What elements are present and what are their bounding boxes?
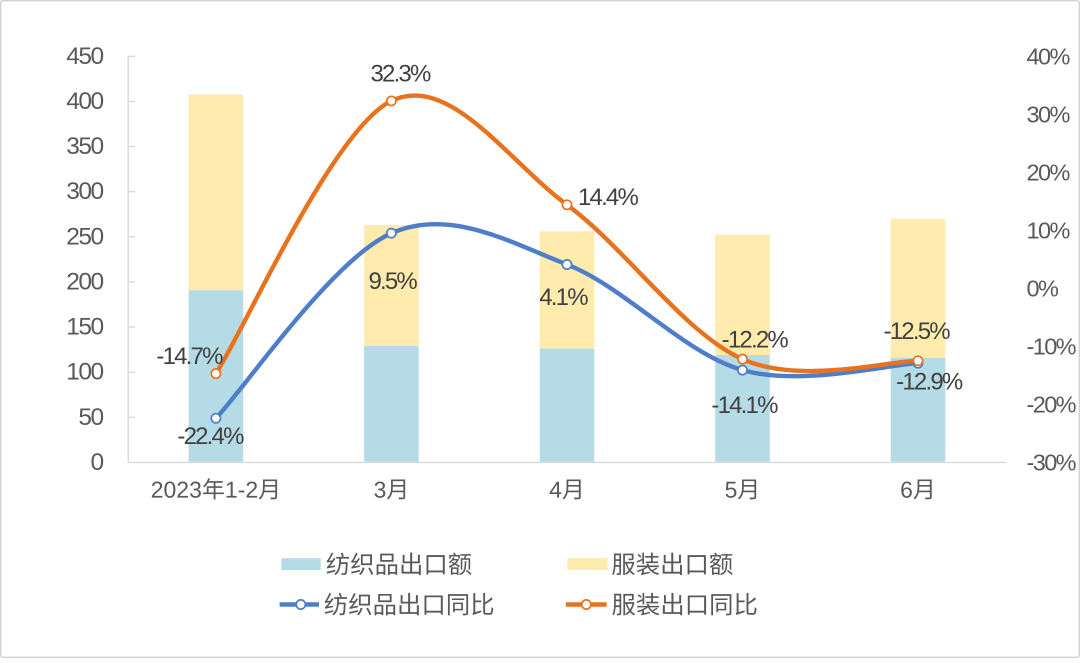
- svg-text:-12.9%: -12.9%: [896, 369, 963, 396]
- svg-text:32.3%: 32.3%: [370, 60, 431, 87]
- svg-text:-12.5%: -12.5%: [884, 318, 951, 345]
- svg-text:10%: 10%: [1027, 217, 1071, 243]
- svg-text:300: 300: [66, 178, 103, 205]
- svg-text:100: 100: [66, 359, 103, 386]
- svg-text:150: 150: [66, 314, 103, 341]
- svg-text:20%: 20%: [1027, 159, 1071, 185]
- svg-text:350: 350: [66, 133, 103, 160]
- svg-text:-20%: -20%: [1027, 391, 1077, 417]
- svg-text:4.1%: 4.1%: [539, 284, 588, 311]
- svg-text:14.4%: 14.4%: [578, 184, 639, 211]
- svg-text:-12.2%: -12.2%: [722, 327, 789, 354]
- svg-text:-14.7%: -14.7%: [156, 343, 223, 370]
- svg-text:40%: 40%: [1027, 43, 1071, 69]
- svg-text:-10%: -10%: [1027, 333, 1077, 359]
- svg-text:-30%: -30%: [1027, 449, 1077, 475]
- svg-text:50: 50: [78, 404, 103, 431]
- svg-text:-22.4%: -22.4%: [177, 423, 244, 450]
- svg-text:9.5%: 9.5%: [368, 268, 417, 295]
- svg-text:400: 400: [66, 88, 103, 115]
- svg-text:250: 250: [66, 223, 103, 250]
- svg-text:30%: 30%: [1027, 101, 1071, 127]
- svg-text:-14.1%: -14.1%: [711, 392, 778, 419]
- svg-text:0%: 0%: [1027, 275, 1059, 301]
- svg-text:200: 200: [66, 268, 103, 295]
- svg-text:0: 0: [91, 449, 104, 476]
- svg-text:450: 450: [66, 43, 103, 70]
